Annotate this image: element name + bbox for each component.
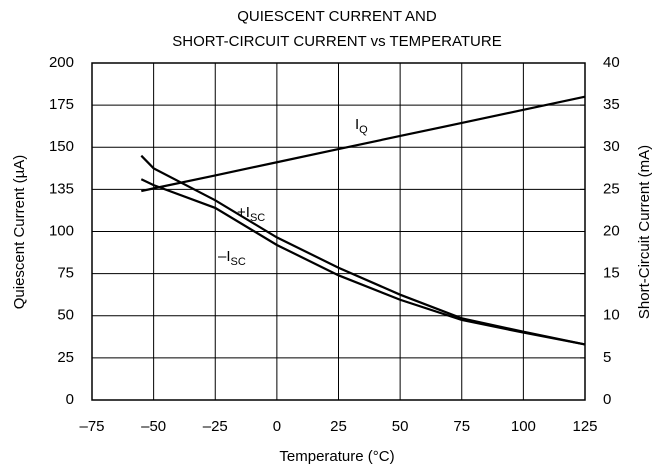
y-tick-label: 100 bbox=[49, 222, 74, 239]
x-tick-label: 125 bbox=[572, 418, 597, 435]
x-tick-label: –25 bbox=[203, 418, 228, 435]
y2-tick-label: 0 bbox=[603, 391, 611, 408]
y2-tick-label: 30 bbox=[603, 138, 620, 155]
series-label-main: –I bbox=[218, 248, 231, 265]
chart-title: SHORT-CIRCUIT CURRENT vs TEMPERATURE bbox=[172, 33, 501, 50]
x-tick-label: 75 bbox=[453, 418, 470, 435]
series-label-sub: Q bbox=[359, 124, 368, 136]
y-tick-label: 0 bbox=[66, 391, 74, 408]
series-label-sub: SC bbox=[250, 212, 265, 224]
y-tick-label: 175 bbox=[49, 96, 74, 113]
y2-tick-label: 10 bbox=[603, 307, 620, 324]
y2-tick-label: 5 bbox=[603, 349, 611, 366]
x-tick-label: 0 bbox=[273, 418, 281, 435]
y2-axis-label: Short-Circuit Current (mA) bbox=[636, 145, 653, 319]
series-line bbox=[140, 178, 586, 346]
series-label-main: +I bbox=[237, 204, 250, 221]
series-line bbox=[141, 95, 586, 193]
plot-frame bbox=[91, 62, 586, 401]
y2-tick-label: 35 bbox=[603, 96, 620, 113]
x-tick-label: –75 bbox=[79, 418, 104, 435]
y-tick-label: 50 bbox=[57, 307, 74, 324]
y-tick-label: 25 bbox=[57, 349, 74, 366]
series-label: +ISC bbox=[237, 204, 265, 224]
y2-tick-label: 15 bbox=[603, 265, 620, 282]
chart-title: QUIESCENT CURRENT AND bbox=[237, 8, 437, 25]
x-tick-label: 100 bbox=[511, 418, 536, 435]
x-tick-label: 25 bbox=[330, 418, 347, 435]
series-label: IQ bbox=[355, 116, 368, 136]
x-axis-label: Temperature (°C) bbox=[279, 448, 394, 465]
y2-tick-label: 20 bbox=[603, 222, 620, 239]
y-tick-label: 150 bbox=[49, 138, 74, 155]
x-tick-label: 50 bbox=[392, 418, 409, 435]
y-tick-label: 200 bbox=[49, 54, 74, 71]
y2-tick-label: 25 bbox=[603, 180, 620, 197]
y-axis-label: Quiescent Current (µA) bbox=[11, 155, 28, 310]
series-label-main: I bbox=[355, 116, 359, 133]
y-tick-label: 75 bbox=[57, 265, 74, 282]
series-label: –ISC bbox=[218, 248, 246, 268]
series-label-sub: SC bbox=[231, 256, 246, 268]
y-tick-label: 135 bbox=[49, 180, 74, 197]
y2-tick-label: 40 bbox=[603, 54, 620, 71]
x-tick-label: –50 bbox=[141, 418, 166, 435]
series-line bbox=[140, 154, 586, 346]
